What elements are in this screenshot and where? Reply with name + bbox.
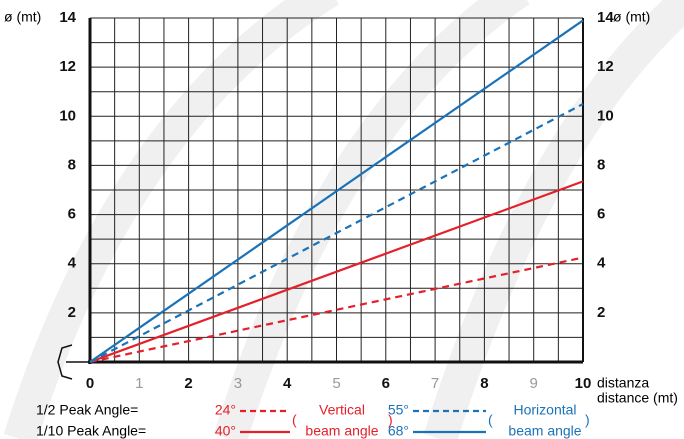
lamp-icon — [57, 344, 90, 380]
x-tick-label: 9 — [530, 375, 538, 392]
y-axis-label-right: ø (mt) — [613, 9, 650, 25]
y-tick-label: 12 — [59, 58, 76, 75]
y-tick-label-right: 4 — [597, 255, 606, 272]
legend-bracket: ( — [292, 412, 297, 428]
x-tick-label: 2 — [184, 375, 192, 392]
x-tick-label: 1 — [135, 375, 143, 392]
x-tick-label: 8 — [480, 375, 488, 392]
y-tick-label: 8 — [68, 156, 76, 173]
y-tick-label: 4 — [68, 255, 77, 272]
background-arcs — [3, 0, 684, 439]
y-tick-label-right: 2 — [597, 304, 605, 321]
legend-bracket: ) — [585, 412, 590, 428]
y-tick-label: 6 — [68, 206, 76, 223]
legend-group-label: beam angle — [305, 423, 378, 439]
legend-name: 24° — [215, 402, 236, 418]
x-tick-label: 4 — [283, 375, 292, 392]
x-axis-label: distanza — [597, 375, 649, 391]
series-line — [89, 180, 584, 364]
y-tick-label-right: 8 — [597, 156, 605, 173]
legend-group-label: beam angle — [508, 423, 581, 439]
y-tick-label-right: 6 — [597, 206, 605, 223]
x-tick-label: 10 — [575, 375, 592, 392]
legend-name: 68° — [388, 423, 409, 439]
legend-bracket: ) — [388, 412, 393, 428]
x-tick-label: 3 — [234, 375, 242, 392]
legend-row-label: 1/10 Peak Angle= — [36, 423, 146, 439]
x-axis-label: distance (mt) — [597, 390, 678, 406]
legend-name: 55° — [388, 402, 409, 418]
series-line — [89, 19, 584, 363]
legend-group-label: Horizontal — [513, 402, 576, 418]
x-tick-label: 0 — [86, 375, 94, 392]
legend-bracket: ( — [488, 412, 493, 428]
y-tick-label-right: 14 — [597, 9, 614, 26]
x-tick-label: 6 — [382, 375, 390, 392]
x-tick-label: 5 — [332, 375, 340, 392]
legend-row-label: 1/2 Peak Angle= — [36, 402, 138, 418]
y-tick-label: 10 — [59, 107, 76, 124]
x-tick-label: 7 — [431, 375, 439, 392]
series-line — [89, 103, 584, 363]
legend-name: 40° — [215, 423, 236, 439]
y-tick-label-right: 10 — [597, 107, 614, 124]
legend-group-label: Vertical — [319, 402, 365, 418]
y-tick-label-right: 12 — [597, 58, 614, 75]
y-axis-label: ø (mt) — [4, 9, 41, 25]
y-tick-label: 2 — [68, 304, 76, 321]
y-tick-label: 14 — [59, 9, 76, 26]
